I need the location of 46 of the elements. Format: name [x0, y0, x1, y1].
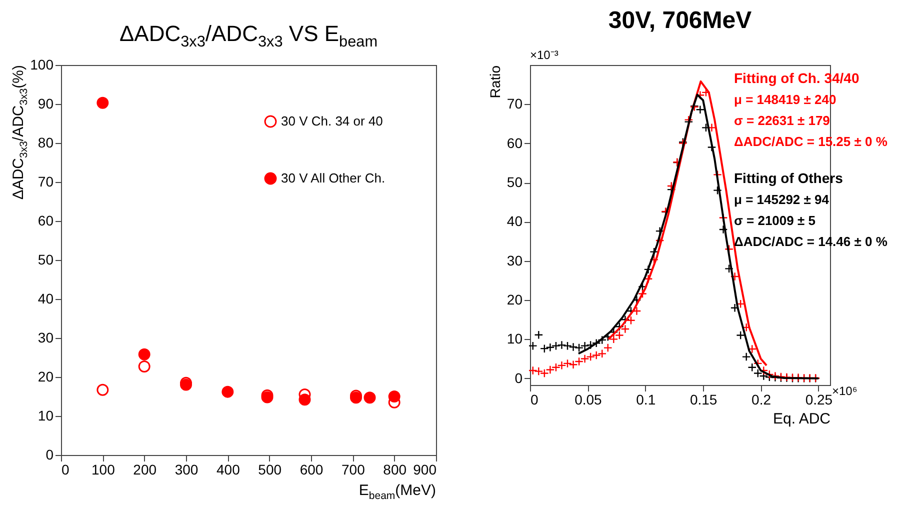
- x-tick-label: 0.25: [805, 392, 833, 408]
- y-tick-label: 60: [506, 134, 523, 151]
- y-tick-label: 70: [506, 96, 523, 112]
- annotation: σ = 21009 ± 5: [734, 213, 816, 228]
- y-tick-label: 0: [514, 370, 523, 386]
- x-tick-label: 800: [383, 462, 407, 478]
- x-tick-label: 0.2: [752, 392, 772, 408]
- y-tick-label: 80: [38, 134, 54, 150]
- annotation: σ = 22631 ± 179: [734, 113, 830, 128]
- x-tick-label: 0: [62, 462, 70, 478]
- y-tick-label: 30: [38, 330, 54, 346]
- x-tick-label: 0.1: [636, 392, 656, 408]
- x-tick-label: 0.05: [574, 392, 602, 408]
- y-tick-label: 50: [506, 174, 523, 190]
- y-tick-label: 60: [38, 212, 54, 228]
- y-tick-label: 70: [38, 174, 54, 190]
- y-tick-label: 20: [506, 292, 523, 308]
- y-tick-label: 100: [30, 56, 54, 72]
- y-axis-title: Ratio: [486, 65, 503, 98]
- y-tick-label: 30: [506, 252, 523, 268]
- y-tick-label: 40: [506, 213, 523, 230]
- x-tick-label: 200: [133, 462, 157, 478]
- x-tick-label: 300: [174, 462, 198, 478]
- x-tick-label: 600: [300, 462, 324, 478]
- y-tick-label: 10: [506, 330, 523, 347]
- y-axis-title: ΔADC3x3/ADC3x3(%): [10, 64, 30, 200]
- legend-label: 30 V Ch. 34 or 40: [281, 114, 383, 128]
- text: ×10⁶: [832, 384, 858, 398]
- annotation: μ = 145292 ± 94: [734, 192, 830, 207]
- x-tick-label: 500: [258, 462, 282, 478]
- x-tick-label: 700: [341, 462, 366, 478]
- x-axis-title: Eq. ADC: [772, 410, 831, 428]
- text: ×10⁻³: [530, 48, 558, 62]
- x-tick-label: 900: [413, 462, 437, 478]
- x-tick-label: 100: [91, 462, 116, 478]
- legend-label: 30 V All Other Ch.: [281, 170, 386, 186]
- y-tick-label: 40: [38, 290, 54, 306]
- y-tick-label: 0: [46, 446, 54, 462]
- y-tick-label: 90: [38, 96, 54, 112]
- y-tick-label: 10: [38, 408, 54, 424]
- x-tick-label: 0.15: [690, 392, 718, 408]
- chart-title: 30V, 706MeV: [608, 7, 752, 34]
- y-tick-label: 20: [38, 368, 54, 384]
- y-tick-label: 50: [38, 252, 54, 268]
- x-tick-label: 0: [530, 392, 538, 408]
- x-tick-label: 400: [216, 462, 240, 478]
